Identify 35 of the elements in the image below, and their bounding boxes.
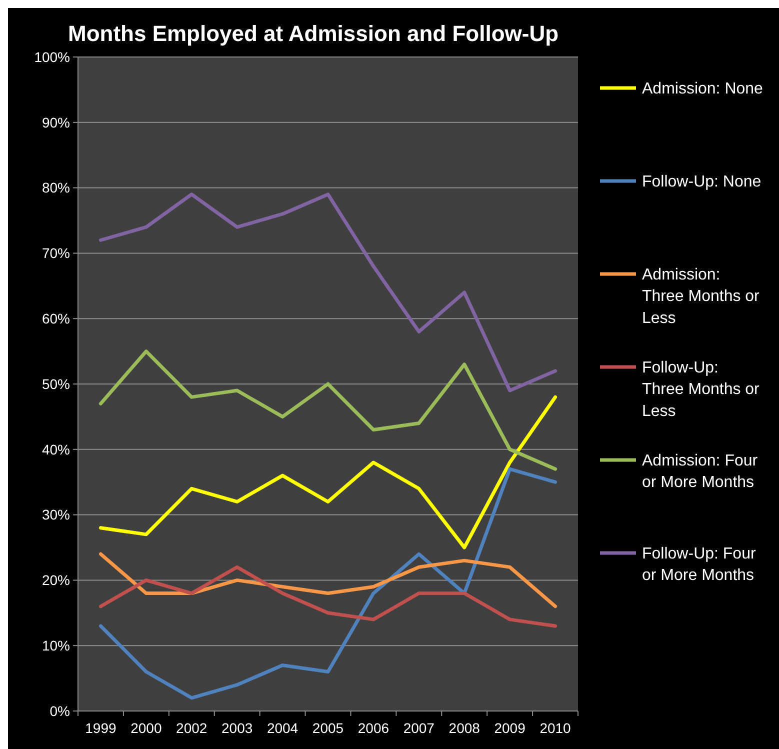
y-tick-label: 20%: [42, 572, 70, 588]
y-tick-label: 50%: [42, 376, 70, 392]
legend-label: Follow-Up: None: [642, 174, 762, 191]
y-tick-label: 30%: [42, 506, 70, 523]
x-tick-label: 2000: [130, 720, 162, 736]
y-tick-label: 70%: [42, 245, 70, 262]
x-tick-label: 2008: [448, 720, 480, 736]
line-series: [98, 350, 558, 471]
chart-title: Months Employed at Admission and Follow-Up: [68, 21, 559, 46]
y-tick-label: 80%: [42, 180, 70, 196]
y-tick-label: 0%: [50, 702, 70, 719]
legend-label: Admission: Three Months or Less: [642, 266, 760, 327]
x-tick-label: 2009: [494, 720, 526, 736]
y-tick-label: 100%: [34, 48, 70, 65]
x-tick-label: 1999: [85, 720, 117, 736]
legend-label: Admission: None: [642, 80, 764, 98]
x-tick-label: 2005: [312, 720, 344, 736]
line-series: [98, 467, 558, 700]
line-series: [98, 395, 558, 550]
x-tick-label: 2004: [266, 720, 298, 736]
x-tick-label: 2006: [358, 720, 390, 736]
legend-label: Follow-Up: Four or More Months: [642, 546, 756, 584]
y-tick-label: 10%: [42, 638, 70, 654]
x-tick-label: 2007: [403, 720, 435, 736]
line-series: [98, 192, 558, 392]
legend-label: Follow-Up: Three Months or Less: [642, 360, 760, 420]
x-tick-label: 2010: [540, 720, 572, 736]
y-tick-label: 40%: [42, 441, 70, 458]
x-tick-label: 2003: [222, 720, 253, 736]
x-tick-label: 2002: [176, 720, 208, 736]
legend-label: Admission: Four or More Months: [642, 452, 758, 492]
y-tick-label: 90%: [42, 114, 70, 130]
line-series: [98, 565, 558, 628]
y-tick-label: 60%: [42, 310, 70, 326]
line-series: [98, 552, 558, 608]
